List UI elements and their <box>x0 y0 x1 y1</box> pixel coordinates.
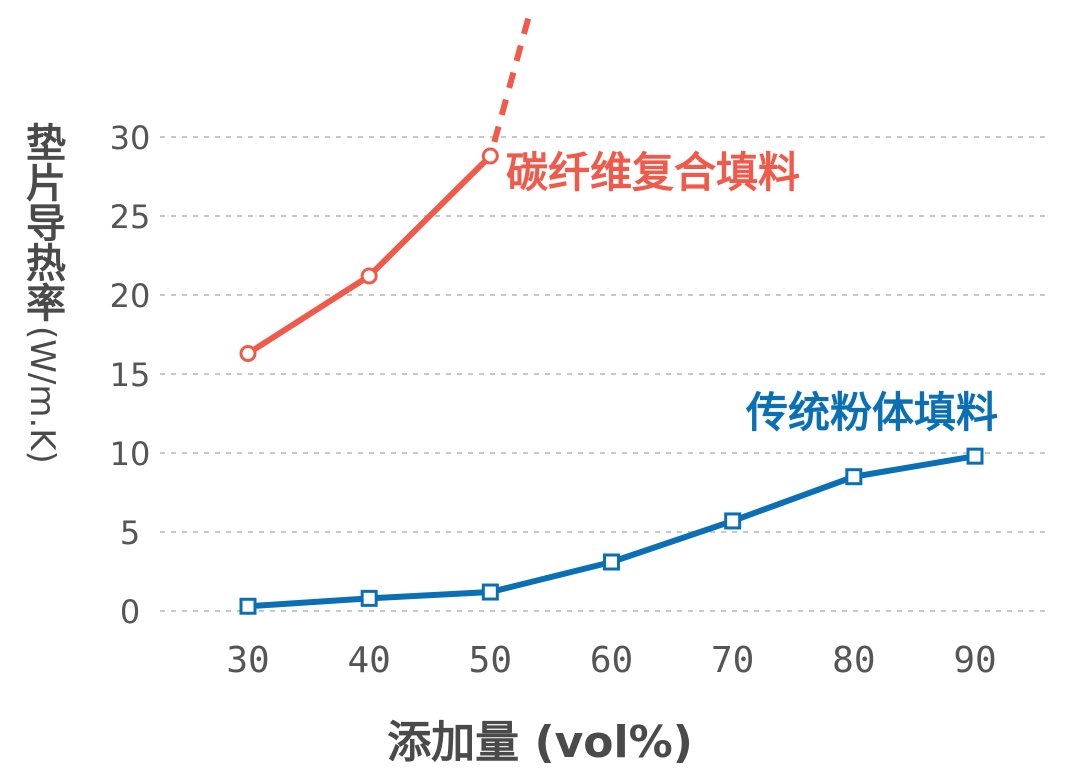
y-tick-label: 25 <box>110 198 151 236</box>
data-point <box>360 267 378 285</box>
x-tick-label: 60 <box>590 640 633 681</box>
data-point <box>239 344 257 362</box>
series-line <box>246 153 493 356</box>
y-axis-ticks: 0 5 10 15 20 25 30 <box>110 119 151 631</box>
y-axis-label: 垫片导热率 (W/m.K) <box>14 122 70 622</box>
y-tick-label: 0 <box>120 593 140 631</box>
x-tick-label: 40 <box>347 640 390 681</box>
data-point <box>724 512 742 530</box>
data-point <box>481 583 499 601</box>
series-label: 传统粉体填料 <box>745 388 998 437</box>
x-tick-label: 90 <box>953 640 996 681</box>
y-tick-label: 20 <box>110 277 151 315</box>
x-tick-label: 80 <box>832 640 875 681</box>
y-tick-label: 30 <box>110 119 151 157</box>
data-point <box>966 447 984 465</box>
y-tick-label: 5 <box>120 514 140 552</box>
y-axis-label-text: 垫片导热率 <box>19 122 65 322</box>
data-point <box>603 553 620 571</box>
x-axis-label: 添加量 (vol%) <box>387 717 693 768</box>
x-axis-ticks: 30 40 50 60 70 80 90 <box>226 640 996 681</box>
series-extrapolation-line <box>491 11 533 143</box>
y-tick-label: 15 <box>110 356 151 394</box>
x-tick-label: 50 <box>469 640 512 681</box>
data-point <box>239 597 257 615</box>
data-point <box>481 147 499 165</box>
y-axis-label-unit: (W/m.K) <box>22 326 62 464</box>
y-tick-label: 10 <box>110 435 151 473</box>
series-layer <box>239 11 984 615</box>
data-point <box>845 468 863 486</box>
x-tick-label: 70 <box>711 640 754 681</box>
data-point <box>360 589 378 607</box>
series-label: 碳纤维复合填料 <box>506 148 800 197</box>
gridlines <box>160 136 1048 612</box>
x-tick-label: 30 <box>226 640 269 681</box>
